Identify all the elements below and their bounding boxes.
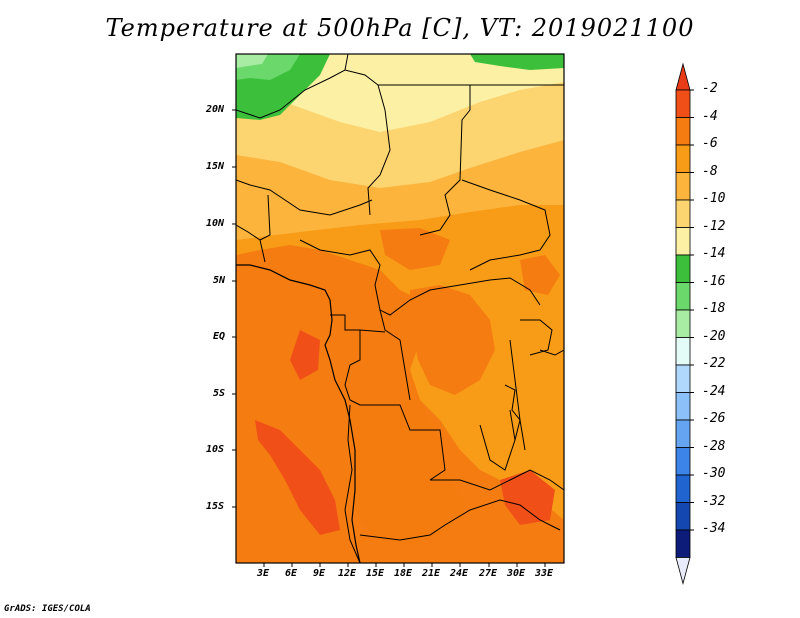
credit-text: GrADS: IGES/COLA xyxy=(4,604,91,614)
colorbar-swatch xyxy=(675,502,691,531)
colorbar-swatch xyxy=(675,144,691,173)
lat-label: EQ xyxy=(213,331,226,342)
colorbar-level-label: -26 xyxy=(702,411,726,426)
colorbar-level-label: -2 xyxy=(702,81,718,96)
colorbar-swatch xyxy=(675,254,691,283)
colorbar-swatch xyxy=(675,392,691,421)
plot-frame xyxy=(235,53,565,564)
lon-label: 21E xyxy=(422,568,441,579)
colorbar-swatch xyxy=(675,282,691,311)
lat-label: 15N xyxy=(206,161,225,172)
lon-label: 18E xyxy=(394,568,413,579)
lon-label: 33E xyxy=(535,568,554,579)
lon-label: 30E xyxy=(507,568,526,579)
colorbar-swatch xyxy=(675,89,691,118)
lat-ticks xyxy=(232,109,236,508)
lat-label: 5S xyxy=(213,388,226,399)
coastline xyxy=(236,264,361,563)
lat-label: 5N xyxy=(213,275,226,286)
chart-title: Temperature at 500hPa [C], VT: 201902110… xyxy=(105,14,695,42)
colorbar-swatch xyxy=(675,337,691,366)
lon-label: 27E xyxy=(479,568,498,579)
colorbar-level-label: -22 xyxy=(702,356,726,371)
country-borders xyxy=(236,54,564,563)
colorbar-bottom-arrow xyxy=(675,557,691,586)
colorbar-top-arrow xyxy=(675,62,691,91)
colorbar-level-label: -4 xyxy=(702,108,718,124)
temperature-field xyxy=(236,54,564,563)
colorbar-swatch xyxy=(675,117,691,146)
lat-label: 20N xyxy=(206,104,225,115)
lon-label: 24E xyxy=(450,568,469,579)
colorbar-level-label: -10 xyxy=(702,191,726,206)
lon-label: 12E xyxy=(338,568,357,579)
colorbar-swatch xyxy=(675,364,691,393)
colorbar-swatch xyxy=(675,474,691,503)
colorbar xyxy=(675,62,694,586)
colorbar-level-label: -24 xyxy=(702,383,726,399)
lat-label: 15S xyxy=(206,501,225,512)
lon-label: 15E xyxy=(366,568,385,579)
colorbar-swatch xyxy=(675,529,691,558)
colorbar-level-label: -20 xyxy=(702,328,726,344)
colorbar-level-label: -16 xyxy=(702,273,726,289)
colorbar-swatch xyxy=(675,172,691,201)
colorbar-swatch xyxy=(675,447,691,476)
colorbar-swatch xyxy=(675,199,691,228)
lat-label: 10N xyxy=(206,218,225,229)
lon-label: 3E xyxy=(257,568,270,579)
lat-label: 10S xyxy=(206,444,225,455)
colorbar-level-label: -28 xyxy=(702,438,726,454)
colorbar-swatch xyxy=(675,309,691,338)
colorbar-level-label: -34 xyxy=(702,521,726,536)
colorbar-swatch xyxy=(675,227,691,256)
colorbar-level-label: -18 xyxy=(702,301,726,316)
colorbar-level-label: -14 xyxy=(702,246,726,261)
colorbar-level-label: -12 xyxy=(702,218,726,234)
lon-label: 9E xyxy=(313,568,326,579)
lon-ticks xyxy=(263,563,546,567)
colorbar-level-label: -32 xyxy=(702,493,726,509)
colorbar-level-label: -8 xyxy=(702,163,718,179)
colorbar-level-label: -6 xyxy=(702,136,718,151)
colorbar-swatch xyxy=(675,419,691,448)
lon-label: 6E xyxy=(285,568,298,579)
colorbar-level-label: -30 xyxy=(702,466,726,481)
